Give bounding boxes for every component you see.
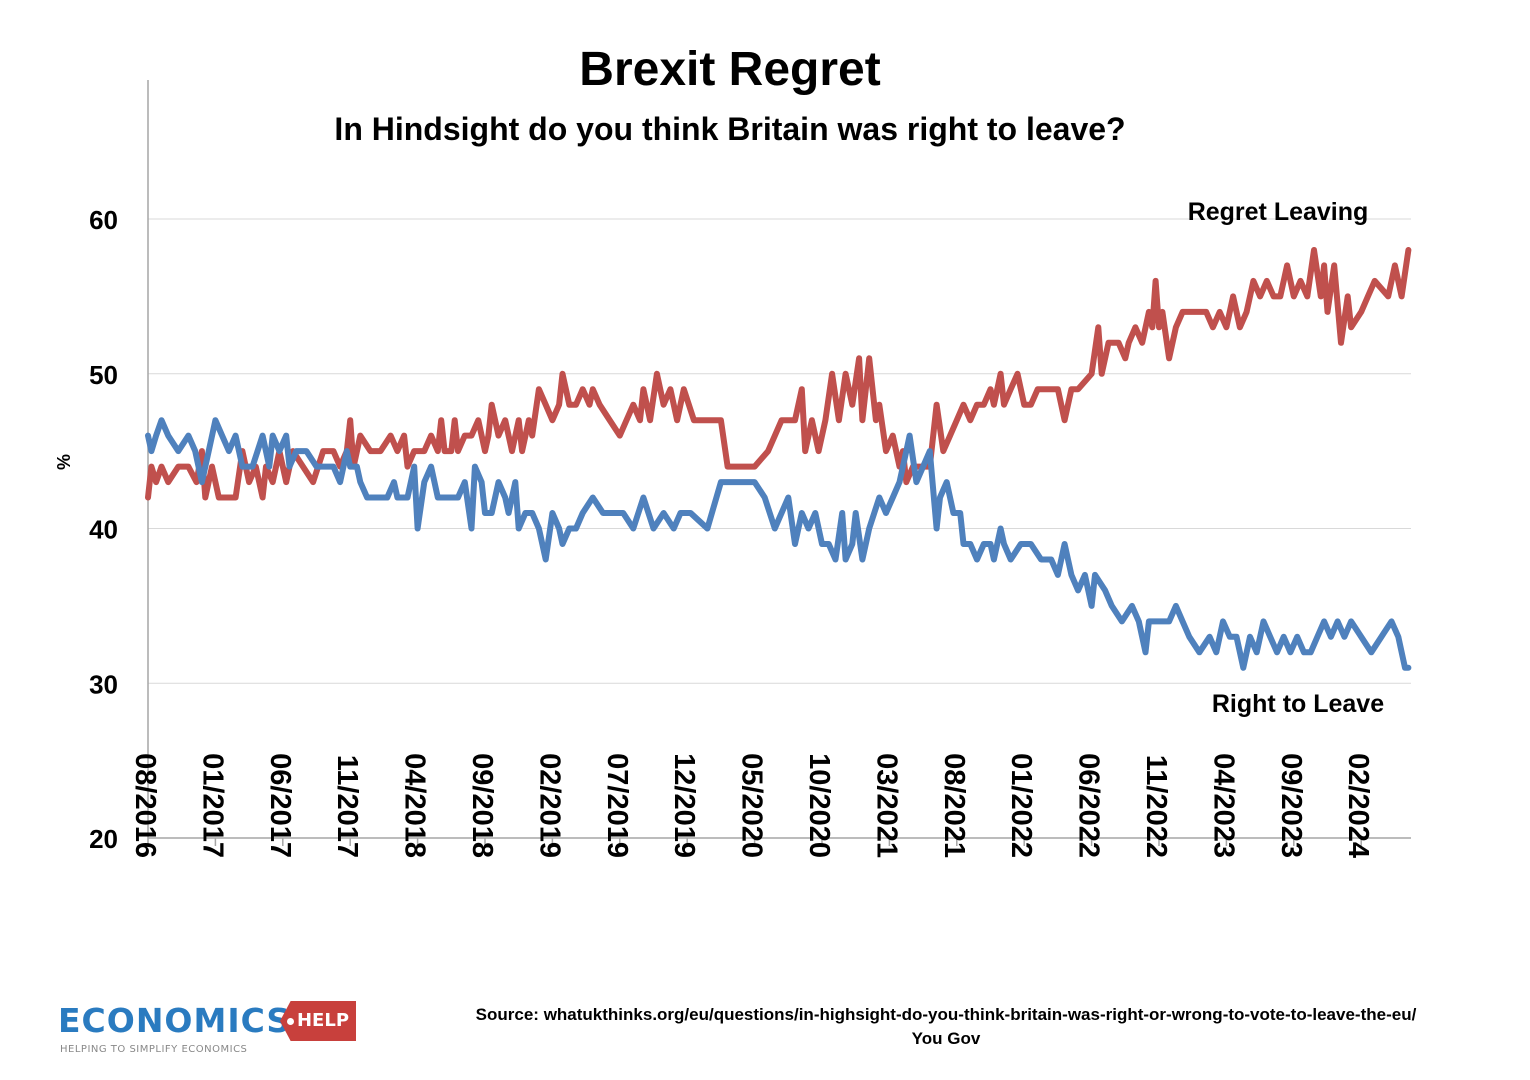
annotation-right-to-leave: Right to Leave — [1212, 690, 1384, 718]
chart-title: Brexit Regret — [579, 43, 880, 96]
logo-word: ECONOMICS — [58, 1001, 292, 1040]
x-tick-09-2018: 09/2018 — [466, 753, 498, 858]
series-regret-leaving — [145, 247, 1412, 501]
x-tick-08-2021: 08/2021 — [938, 753, 970, 858]
x-tick-03-2021: 03/2021 — [870, 753, 902, 858]
x-tick-08-2016: 08/2016 — [129, 753, 161, 858]
source-line-2: You Gov — [911, 1029, 981, 1048]
x-tick-04-2023: 04/2023 — [1207, 753, 1239, 858]
x-tick-01-2022: 01/2022 — [1005, 753, 1037, 858]
x-tick-01-2017: 01/2017 — [196, 753, 228, 858]
y-tick-30: 30 — [89, 669, 118, 699]
annotation-regret-leaving: Regret Leaving — [1188, 198, 1369, 226]
x-tick-labels: 08/2016 01/2017 06/2017 11/2017 04/2018 09/20… — [129, 753, 1374, 858]
logo-tagline: HELPING TO SIMPLIFY ECONOMICS — [60, 1044, 248, 1055]
x-tick-11-2022: 11/2022 — [1140, 755, 1172, 858]
x-tick-02-2019: 02/2019 — [533, 753, 565, 858]
series-lines — [145, 247, 1412, 671]
y-tick-60: 60 — [89, 205, 118, 235]
y-tick-20: 20 — [89, 824, 118, 854]
logo-tag-text: HELP — [296, 1010, 350, 1031]
chart-subtitle: In Hindsight do you think Britain was ri… — [334, 111, 1125, 147]
axes — [147, 80, 1411, 839]
x-tick-12-2019: 12/2019 — [668, 753, 700, 858]
y-axis-label: % — [54, 454, 74, 470]
x-tick-10-2020: 10/2020 — [803, 753, 835, 858]
source-note: Source: whatukthinks.org/eu/questions/in… — [436, 1003, 1456, 1051]
x-tick-04-2018: 04/2018 — [399, 753, 431, 858]
x-tick-07-2019: 07/2019 — [601, 753, 633, 858]
x-tick-09-2023: 09/2023 — [1275, 753, 1307, 858]
series-right-to-leave — [145, 417, 1412, 671]
source-line-1: Source: whatukthinks.org/eu/questions/in… — [475, 1005, 1417, 1024]
x-tick-06-2022: 06/2022 — [1073, 753, 1105, 858]
y-tick-40: 40 — [89, 515, 118, 545]
y-tick-labels: 20 30 40 50 60 — [89, 205, 118, 854]
x-tick-02-2024: 02/2024 — [1342, 753, 1374, 858]
x-tick-06-2017: 06/2017 — [264, 753, 296, 858]
logo-tag: HELP — [280, 1001, 356, 1041]
economics-help-logo: ECONOMICS HELP HELPING TO SIMPLIFY ECONO… — [58, 995, 358, 1060]
x-tick-05-2020: 05/2020 — [736, 753, 768, 858]
gridlines — [148, 218, 1411, 684]
x-tick-11-2017: 11/2017 — [331, 755, 363, 858]
y-tick-50: 50 — [89, 360, 118, 390]
